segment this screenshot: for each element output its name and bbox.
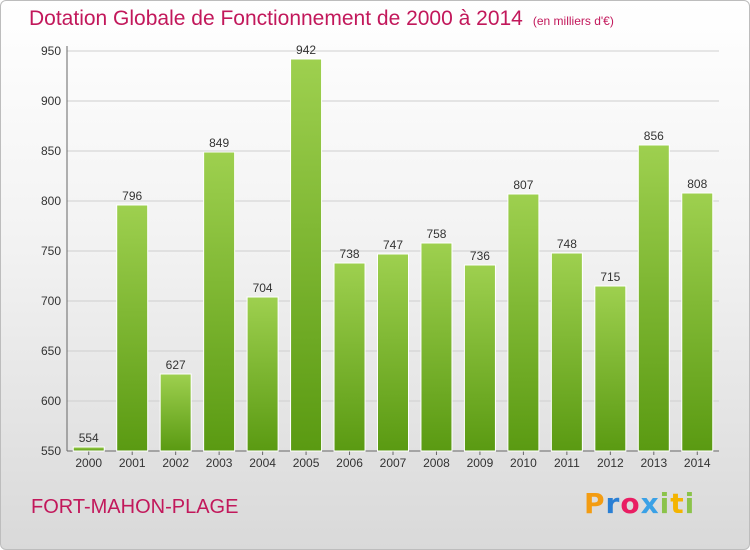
y-tick-label: 750 [41, 244, 61, 258]
bar[interactable] [116, 204, 149, 452]
bar[interactable] [159, 373, 192, 452]
bar[interactable] [463, 264, 496, 452]
bar-value-label: 738 [340, 247, 360, 261]
bar[interactable] [290, 58, 323, 452]
bar-value-label: 748 [557, 237, 577, 251]
bar[interactable] [420, 242, 453, 452]
logo-letter: x [640, 487, 660, 520]
proxiti-logo[interactable]: Proxiti [584, 487, 695, 520]
x-tick-label: 2002 [162, 456, 189, 470]
bar-value-label: 796 [122, 189, 142, 203]
logo-letter: i [659, 487, 671, 520]
logo-letter: o [620, 487, 641, 520]
chart-subtitle: (en milliers d'€) [532, 14, 614, 28]
logo-letter: P [584, 487, 606, 520]
x-tick-label: 2010 [510, 456, 537, 470]
labels: 550 600 650 700 750 800 850 900 950 554 2000 796 200… [41, 43, 711, 470]
bar-value-label: 849 [209, 136, 229, 150]
bar-value-label: 747 [383, 238, 403, 252]
bar-value-label: 856 [644, 129, 664, 143]
bar[interactable] [72, 446, 105, 452]
bar-value-label: 736 [470, 249, 490, 263]
x-tick-label: 2012 [597, 456, 624, 470]
x-tick-label: 2005 [293, 456, 320, 470]
x-tick-label: 2011 [554, 456, 580, 470]
x-tick-label: 2006 [336, 456, 363, 470]
bar-value-label: 627 [166, 358, 186, 372]
y-tick-label: 600 [41, 394, 61, 408]
x-tick-label: 2000 [75, 456, 102, 470]
bar[interactable] [333, 262, 366, 452]
bar-value-label: 704 [253, 281, 273, 295]
bar-value-label: 942 [296, 43, 316, 57]
y-tick-label: 650 [41, 344, 61, 358]
bar[interactable] [681, 192, 714, 452]
x-tick-label: 2004 [249, 456, 276, 470]
bar[interactable] [246, 296, 279, 452]
logo-letter: r [605, 487, 621, 520]
x-tick-label: 2013 [640, 456, 667, 470]
x-tick-label: 2009 [467, 456, 494, 470]
y-tick-label: 900 [41, 94, 61, 108]
bar[interactable] [637, 144, 670, 452]
y-tick-label: 950 [41, 44, 61, 58]
bar-value-label: 808 [687, 177, 707, 191]
x-tick-label: 2014 [684, 456, 711, 470]
y-tick-label: 800 [41, 194, 61, 208]
title-text: Dotation Globale de Fonctionnement de 20… [29, 7, 523, 30]
bar-value-label: 554 [79, 431, 99, 445]
bar[interactable] [507, 193, 540, 452]
commune-name: FORT-MAHON-PLAGE [31, 496, 239, 518]
bar-value-label: 715 [600, 270, 620, 284]
bar[interactable] [550, 252, 583, 452]
bar[interactable] [203, 151, 236, 452]
x-tick-label: 2008 [423, 456, 450, 470]
logo-letter: i [684, 487, 696, 520]
x-tick-label: 2003 [206, 456, 233, 470]
y-tick-label: 700 [41, 294, 61, 308]
bar[interactable] [594, 285, 627, 452]
x-tick-label: 2001 [119, 456, 146, 470]
bars [72, 58, 714, 452]
logo-letter: t [670, 487, 685, 520]
chart-title: Dotation Globale de Fonctionnement de 20… [29, 7, 614, 31]
y-tick-label: 850 [41, 144, 61, 158]
y-tick-label: 550 [41, 444, 61, 458]
bar-value-label: 807 [513, 178, 533, 192]
bar[interactable] [377, 253, 409, 452]
x-tick-label: 2007 [380, 456, 407, 470]
bar-value-label: 758 [426, 227, 446, 241]
